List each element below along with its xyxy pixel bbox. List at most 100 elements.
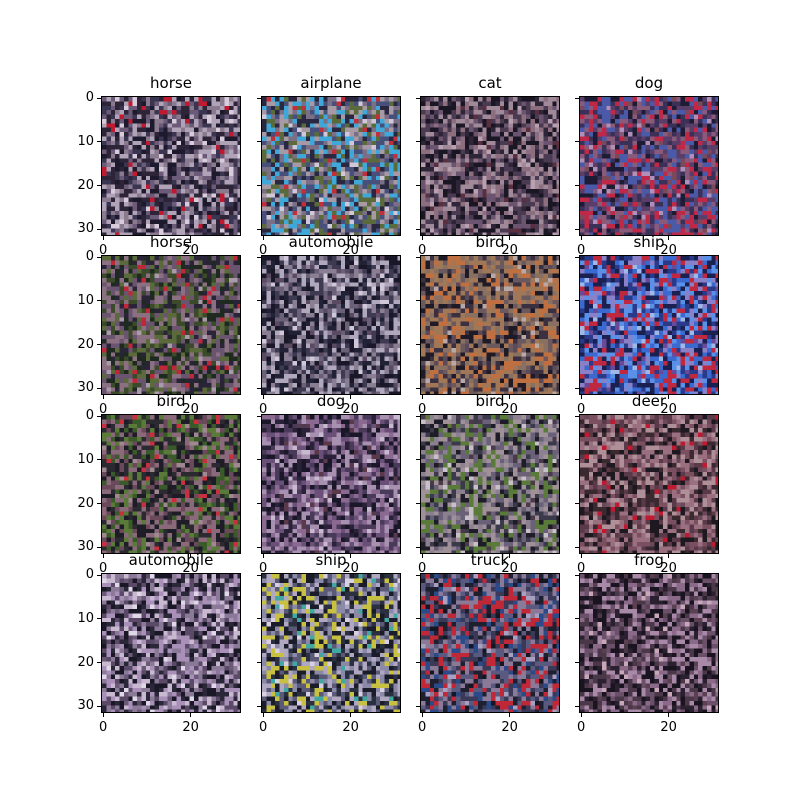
y-tick-mark <box>97 705 101 707</box>
panel-title: automobile <box>288 233 374 251</box>
y-tick-label: 20 <box>77 495 94 511</box>
y-tick-mark <box>257 503 261 505</box>
generated-image <box>420 573 560 713</box>
y-tick-label: 10 <box>77 610 94 626</box>
panel-title: ship <box>315 551 347 569</box>
y-tick-mark <box>257 618 261 620</box>
generated-image <box>579 414 719 554</box>
y-tick-mark <box>257 662 261 664</box>
x-tick-mark <box>421 554 423 558</box>
x-tick-mark <box>580 713 582 717</box>
y-tick-mark <box>416 256 420 258</box>
y-tick-mark <box>257 97 261 99</box>
y-tick-mark <box>416 97 420 99</box>
y-tick-mark <box>575 574 579 576</box>
y-tick-mark <box>416 662 420 664</box>
y-tick-mark <box>97 459 101 461</box>
x-tick-mark <box>580 554 582 558</box>
x-tick-mark <box>421 236 423 240</box>
x-tick-label: 20 <box>660 243 677 258</box>
x-tick-mark <box>190 395 192 399</box>
panel-title: frog <box>634 551 664 569</box>
x-tick-label: 20 <box>182 561 199 576</box>
x-tick-label: 20 <box>501 561 518 576</box>
x-tick-label: 0 <box>99 402 108 417</box>
x-tick-label: 20 <box>342 561 359 576</box>
x-tick-mark <box>190 554 192 558</box>
panel-title: airplane <box>300 74 362 92</box>
x-tick-mark <box>102 713 104 717</box>
y-tick-mark <box>416 141 420 143</box>
x-tick-mark <box>580 395 582 399</box>
y-tick-label: 10 <box>77 292 94 308</box>
x-tick-label: 0 <box>259 561 268 576</box>
x-tick-mark <box>509 554 511 558</box>
y-tick-mark <box>416 618 420 620</box>
y-tick-mark <box>257 705 261 707</box>
y-tick-mark <box>257 185 261 187</box>
y-tick-mark <box>97 228 101 230</box>
y-tick-mark <box>257 228 261 230</box>
panel-title: bird <box>475 233 505 251</box>
y-tick-mark <box>416 185 420 187</box>
x-tick-mark <box>262 713 264 717</box>
x-tick-label: 0 <box>577 402 586 417</box>
x-tick-label: 0 <box>577 720 586 735</box>
y-tick-mark <box>416 415 420 417</box>
y-tick-mark <box>416 344 420 346</box>
generated-image <box>420 255 560 395</box>
x-tick-mark <box>190 713 192 717</box>
y-tick-mark <box>575 387 579 389</box>
y-tick-mark <box>257 415 261 417</box>
generated-image <box>101 414 241 554</box>
y-tick-label: 30 <box>77 380 94 396</box>
panel-title: bird <box>475 392 505 410</box>
y-tick-label: 0 <box>85 408 94 424</box>
x-tick-label: 20 <box>501 402 518 417</box>
y-tick-label: 0 <box>85 567 94 583</box>
y-tick-label: 30 <box>77 539 94 555</box>
x-tick-label: 0 <box>577 561 586 576</box>
y-tick-mark <box>257 546 261 548</box>
y-tick-label: 10 <box>77 133 94 149</box>
y-tick-mark <box>416 387 420 389</box>
x-tick-label: 0 <box>99 243 108 258</box>
generated-image <box>420 414 560 554</box>
x-tick-label: 20 <box>182 402 199 417</box>
x-tick-label: 20 <box>501 720 518 735</box>
x-tick-mark <box>668 554 670 558</box>
y-tick-mark <box>257 459 261 461</box>
y-tick-label: 0 <box>85 90 94 106</box>
y-tick-mark <box>416 546 420 548</box>
panel-title: bird <box>156 392 186 410</box>
panel-title: cat <box>478 74 502 92</box>
x-tick-label: 0 <box>418 243 427 258</box>
x-tick-label: 20 <box>660 720 677 735</box>
y-tick-mark <box>575 415 579 417</box>
generated-image <box>101 573 241 713</box>
panel-title: dog <box>316 392 346 410</box>
y-tick-mark <box>416 705 420 707</box>
x-tick-label: 20 <box>182 720 199 735</box>
y-tick-mark <box>575 185 579 187</box>
x-tick-mark <box>262 236 264 240</box>
y-tick-mark <box>416 228 420 230</box>
y-tick-label: 20 <box>77 177 94 193</box>
x-tick-label: 20 <box>660 561 677 576</box>
y-tick-mark <box>97 574 101 576</box>
y-tick-mark <box>97 618 101 620</box>
y-tick-mark <box>575 546 579 548</box>
generated-image <box>579 573 719 713</box>
x-tick-label: 20 <box>501 243 518 258</box>
y-tick-mark <box>97 344 101 346</box>
generated-image <box>420 96 560 236</box>
y-tick-mark <box>416 300 420 302</box>
y-tick-mark <box>257 344 261 346</box>
y-tick-mark <box>575 662 579 664</box>
x-tick-label: 20 <box>342 243 359 258</box>
x-tick-label: 0 <box>259 402 268 417</box>
y-tick-mark <box>416 459 420 461</box>
panel-title: horse <box>150 233 192 251</box>
y-tick-mark <box>257 574 261 576</box>
